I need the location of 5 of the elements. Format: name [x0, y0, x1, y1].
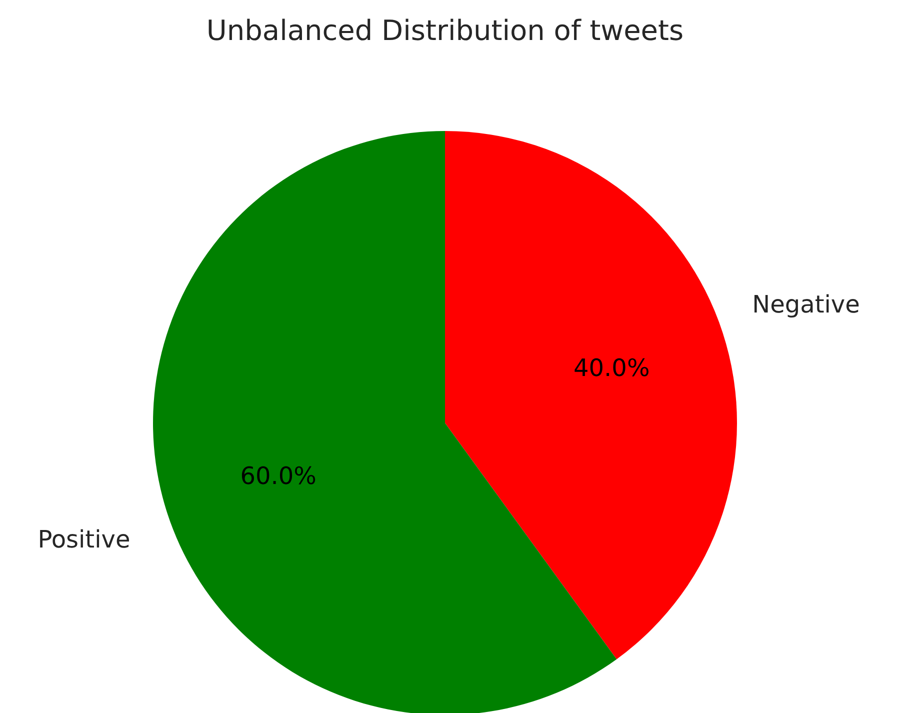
data-label: 60.0% [240, 462, 316, 490]
data-label: 40.0% [574, 354, 650, 382]
slice-label: Negative [752, 290, 860, 319]
chart-title: Unbalanced Distribution of tweets [206, 14, 684, 47]
slice-label: Positive [38, 525, 130, 554]
